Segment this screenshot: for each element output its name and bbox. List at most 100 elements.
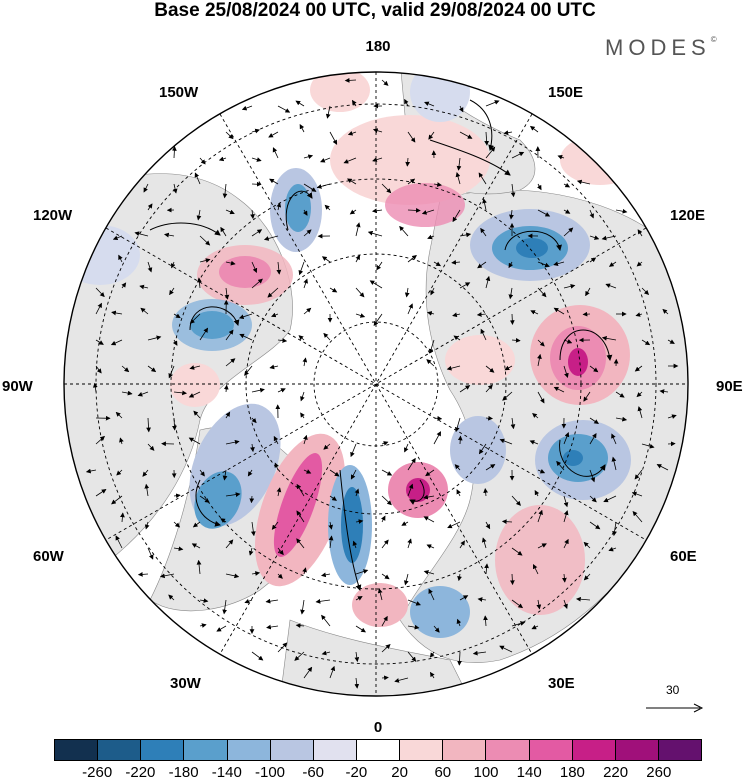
wind-arrow: [295, 623, 305, 629]
wind-arrow: [143, 183, 149, 193]
wind-arrow: [484, 131, 490, 146]
wind-arrow: [611, 456, 617, 471]
colorbar-ticks: -260 -220 -180 -140 -100 -60 -20 20 60 100 140 180 2…: [0, 764, 750, 782]
wind-arrow: [583, 573, 591, 581]
graticule: [64, 72, 688, 696]
wind-arrow: [480, 227, 487, 237]
wind-arrow: [557, 155, 565, 160]
wind-arrow: [537, 261, 550, 268]
wind-arrow: [485, 275, 491, 289]
wind-arrow: [459, 385, 471, 393]
wind-arrow: [483, 615, 488, 627]
wind-arrow: [589, 235, 600, 240]
wind-arrow: [501, 519, 513, 525]
wind-arrow: [381, 183, 392, 194]
wind-arrow: [323, 332, 331, 341]
wind-arrow: [480, 328, 487, 341]
wind-arrow: [355, 625, 366, 633]
wind-arrow: [454, 464, 461, 471]
wind-arrow: [537, 509, 543, 523]
wind-arrow: [328, 535, 334, 549]
wind-arrow: [426, 359, 435, 367]
wind-arrow: [529, 440, 539, 445]
wind-arrow: [355, 569, 369, 575]
wind-arrow: [350, 469, 357, 480]
wind-arrow: [173, 313, 181, 319]
wind-arrow: [323, 443, 331, 450]
wind-arrow: [303, 154, 314, 160]
wind-arrow: [446, 365, 461, 371]
wind-arrow: [324, 204, 331, 211]
wind-arrow: [532, 412, 539, 419]
wind-arrow: [241, 105, 253, 111]
wind-arrow: [472, 650, 487, 656]
wind-arrow: [601, 335, 617, 341]
wind-arrow: [405, 157, 411, 167]
wind-arrow: [457, 573, 462, 582]
wind-arrow: [294, 651, 305, 661]
wind-arrow: [511, 337, 521, 343]
wind-arrow: [373, 313, 383, 326]
wind-arrow: [273, 435, 279, 445]
wind-arrow: [563, 599, 568, 609]
wind-arrow: [502, 391, 513, 401]
wind-arrow: [315, 598, 331, 604]
wind-arrow: [168, 594, 175, 601]
wind-arrow: [585, 287, 591, 297]
wind-arrow: [355, 596, 363, 601]
wind-arrow: [426, 544, 435, 549]
wind-arrow: [244, 598, 253, 604]
wind-arrow: [399, 225, 409, 237]
wind-arrow: [589, 433, 597, 445]
wind-arrow: [169, 287, 175, 296]
wind-arrow: [251, 157, 262, 162]
wind-arrow: [192, 521, 201, 528]
wind-arrow: [511, 495, 521, 506]
wind-arrow: [329, 287, 338, 293]
colorbar-swatch: [442, 740, 486, 760]
wind-arrow: [147, 335, 162, 341]
wind-arrow: [251, 229, 263, 237]
wind-arrow: [452, 312, 461, 318]
colorbar-tick-label: 100: [473, 764, 499, 781]
wind-arrow: [299, 123, 305, 133]
wind-arrow: [147, 443, 155, 451]
wind-arrow: [95, 287, 105, 298]
wind-arrow: [562, 573, 567, 583]
wind-arrow: [433, 182, 442, 187]
colorbar-tick-label: -60: [302, 764, 325, 781]
wind-arrow: [407, 483, 414, 497]
wind-arrow: [534, 489, 540, 497]
wind-arrow: [485, 384, 493, 393]
wind-arrow: [537, 183, 542, 191]
wind-arrow: [173, 493, 181, 499]
wind-arrow: [296, 538, 305, 549]
colorbar-tick-label: -260: [82, 764, 113, 781]
wind-arrow: [189, 313, 201, 324]
wind-arrow: [510, 417, 516, 430]
wind-arrow: [536, 599, 542, 610]
wind-arrow: [199, 327, 209, 341]
wind-arrow: [251, 651, 264, 661]
wind-arrow: [589, 209, 594, 219]
wind-arrow: [421, 209, 435, 215]
wind-arrows: [85, 77, 679, 689]
wind-arrow: [300, 391, 305, 402]
wind-arrow: [352, 540, 358, 549]
wind-arrow: [115, 411, 123, 419]
wind-arrow: [631, 491, 643, 497]
colorbar-tick-label: -100: [254, 764, 286, 781]
wind-arrow: [164, 232, 175, 238]
wind-arrow: [605, 283, 617, 289]
lon-label-150w: 150W: [159, 84, 199, 101]
wind-arrow: [110, 339, 123, 346]
wind-arrow: [191, 543, 201, 549]
wind-arrow: [454, 417, 461, 433]
wind-arrow: [537, 353, 542, 367]
wind-arrow: [188, 437, 201, 445]
wind-arrow: [641, 339, 651, 346]
wind-arrow: [537, 468, 546, 474]
wind-arrow: [376, 261, 383, 271]
wind-arrow: [225, 492, 241, 497]
wind-arrow: [457, 435, 463, 445]
